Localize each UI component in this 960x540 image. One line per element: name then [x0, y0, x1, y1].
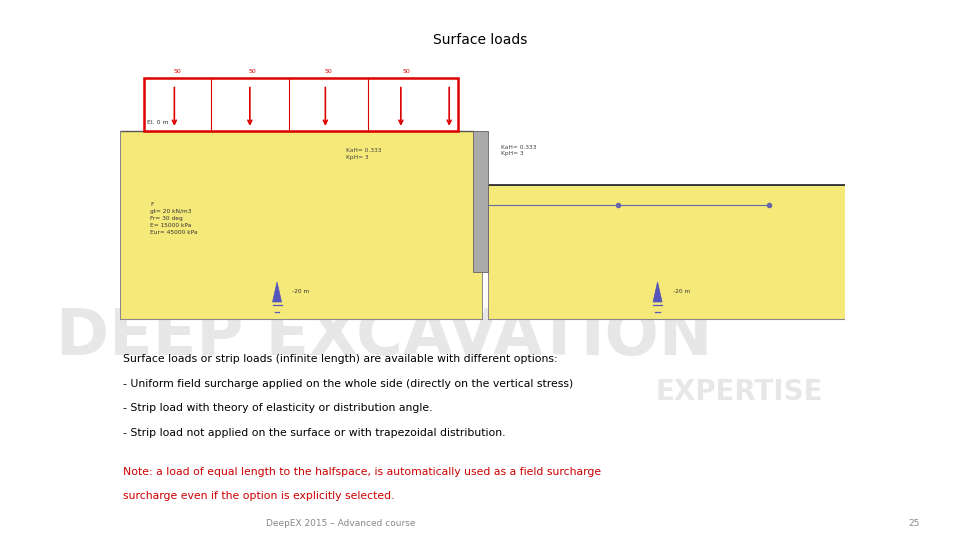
Text: DEEP EXCAVATION: DEEP EXCAVATION	[56, 307, 712, 368]
Text: F
gt= 20 kN/m3
Fr= 30 deg
E= 15000 kPa
Eur= 45000 kPa: F gt= 20 kN/m3 Fr= 30 deg E= 15000 kPa E…	[150, 202, 198, 235]
Text: KaH= 0.333
KpH= 3: KaH= 0.333 KpH= 3	[347, 148, 382, 160]
Text: surcharge even if the option is explicitly selected.: surcharge even if the option is explicit…	[123, 491, 395, 502]
Text: 50: 50	[249, 69, 256, 74]
Text: 50: 50	[174, 69, 181, 74]
Text: El. 0 m: El. 0 m	[147, 120, 169, 125]
Text: - Uniform field surcharge applied on the whole side (directly on the vertical st: - Uniform field surcharge applied on the…	[123, 379, 573, 389]
Bar	[489, 185, 845, 319]
Text: KaH= 0.333
KpH= 3: KaH= 0.333 KpH= 3	[500, 145, 536, 157]
Bar	[120, 131, 482, 319]
Text: EXPERTISE: EXPERTISE	[656, 377, 823, 406]
Text: -20 m: -20 m	[673, 288, 690, 294]
Text: - Strip load with theory of elasticity or distribution angle.: - Strip load with theory of elasticity o…	[123, 403, 432, 414]
Polygon shape	[653, 282, 662, 302]
Text: Note: a load of equal length to the halfspace, is automatically used as a field : Note: a load of equal length to the half…	[123, 467, 601, 477]
Bar	[473, 131, 489, 272]
Text: Surface loads or strip loads (infinite length) are available with different opti: Surface loads or strip loads (infinite l…	[123, 354, 558, 364]
Bar	[144, 78, 458, 131]
Text: 25: 25	[908, 519, 920, 528]
Text: Surface loads: Surface loads	[433, 33, 527, 48]
Text: DeepEX 2015 – Advanced course: DeepEX 2015 – Advanced course	[266, 519, 416, 528]
Polygon shape	[273, 282, 281, 302]
Text: - Strip load not applied on the surface or with trapezoidal distribution.: - Strip load not applied on the surface …	[123, 428, 505, 438]
Text: 50: 50	[403, 69, 411, 74]
Text: 50: 50	[324, 69, 332, 74]
Text: -20 m: -20 m	[292, 288, 309, 294]
